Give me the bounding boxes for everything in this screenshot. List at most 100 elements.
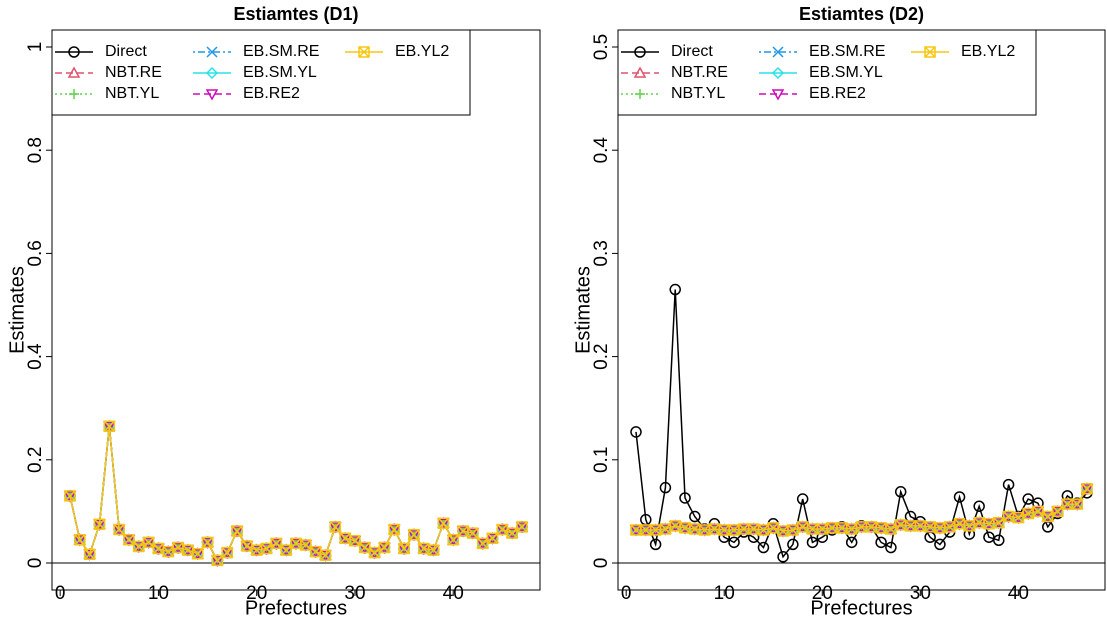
data-point	[161, 546, 175, 559]
data-point	[1042, 521, 1054, 533]
y-axis-title: Estimates	[6, 266, 28, 354]
data-point	[299, 540, 313, 552]
x-tick-label: 10	[148, 583, 169, 604]
data-point	[1081, 482, 1093, 495]
chart-title: Estiamtes (D1)	[233, 4, 358, 24]
legend: Direct NBT.RE NBT.YL EB.SM.RE EB.SM.YL EB.RE2…	[617, 29, 1037, 116]
data-point	[103, 421, 116, 433]
y-tick-label: 0.2	[25, 447, 46, 473]
data-point	[516, 521, 528, 533]
data-point	[437, 518, 450, 530]
legend-marker	[358, 46, 370, 58]
data-point	[378, 541, 391, 554]
y-tick-label: 0	[591, 558, 612, 569]
legend-label: Direct	[671, 43, 713, 60]
data-point	[845, 524, 858, 536]
data-point	[934, 538, 946, 551]
data-point	[689, 510, 701, 523]
data-point	[649, 538, 662, 551]
x-tick-label: 30	[910, 583, 931, 604]
data-point	[191, 547, 204, 560]
legend-label: EB.SM.RE	[243, 43, 319, 60]
legend-marker	[205, 66, 219, 80]
legend-label: EB.RE2	[809, 85, 866, 102]
data-point	[348, 536, 362, 548]
x-tick-label: 20	[246, 583, 267, 604]
data-point	[806, 536, 819, 549]
legend-marker	[771, 89, 785, 101]
legend-label: EB.RE2	[243, 85, 300, 102]
data-point	[93, 518, 106, 531]
x-tick-label: 40	[1008, 583, 1029, 604]
data-point	[515, 522, 529, 534]
data-point	[408, 528, 420, 541]
y-tick-label: 0.4	[591, 137, 612, 164]
legend-marker	[633, 66, 647, 78]
data-point	[388, 523, 401, 536]
data-point	[486, 532, 499, 544]
data-point	[1002, 478, 1015, 491]
legend-marker	[772, 46, 784, 58]
legend: Direct NBT.RE NBT.YL EB.SM.RE EB.SM.YL EB.RE2…	[51, 29, 471, 116]
x-tick-label: 0	[55, 583, 66, 604]
legend-marker	[924, 46, 936, 58]
data-point	[230, 526, 244, 538]
data-point	[845, 536, 858, 549]
data-point	[319, 549, 332, 562]
data-point	[220, 547, 234, 560]
data-point	[1012, 511, 1025, 524]
legend-label: EB.SM.RE	[809, 43, 885, 60]
data-point	[757, 525, 770, 537]
x-tick-label: 10	[714, 583, 735, 604]
data-point	[407, 529, 421, 542]
data-point	[132, 541, 146, 554]
data-point	[963, 520, 976, 532]
data-point	[231, 525, 243, 537]
data-point	[476, 537, 489, 550]
legend-box	[51, 29, 471, 116]
data-point	[885, 523, 897, 535]
data-point	[787, 538, 799, 551]
legend-marker	[68, 46, 80, 58]
data-point	[1022, 493, 1034, 505]
data-point	[122, 535, 136, 547]
data-point	[279, 545, 293, 557]
legend-box	[617, 29, 1037, 116]
legend-label: NBT.YL	[105, 85, 159, 102]
data-point	[466, 528, 480, 540]
data-point	[875, 536, 887, 549]
y-tick-label: 0.2	[591, 343, 612, 369]
legend-label: EB.YL2	[395, 43, 449, 60]
data-point	[368, 546, 381, 559]
data-point	[1012, 512, 1025, 525]
data-point	[963, 521, 976, 533]
data-point	[983, 518, 995, 530]
data-point	[796, 493, 809, 505]
data-point	[1041, 511, 1055, 524]
data-point	[973, 500, 985, 512]
x-axis-title: Prefectures	[810, 597, 912, 619]
data-point	[776, 526, 790, 538]
data-point	[162, 545, 175, 558]
data-point	[993, 534, 1005, 547]
data-point	[319, 550, 332, 562]
legend-marker	[635, 89, 645, 99]
chart-title: Estiamtes (D2)	[799, 4, 924, 24]
data-point	[640, 513, 652, 526]
legend-marker	[206, 46, 218, 58]
data-point	[943, 521, 956, 533]
data-point	[250, 545, 263, 557]
legend-label: NBT.RE	[671, 64, 728, 81]
data-point	[446, 535, 460, 547]
data-point	[1071, 498, 1083, 510]
data-point	[894, 486, 907, 498]
data-point	[757, 524, 770, 536]
y-tick-label: 0.4	[25, 343, 46, 370]
data-point	[221, 546, 233, 559]
data-point	[398, 542, 410, 555]
data-point	[260, 542, 273, 555]
data-point	[698, 525, 711, 537]
data-point	[191, 548, 205, 561]
data-point	[368, 547, 381, 560]
